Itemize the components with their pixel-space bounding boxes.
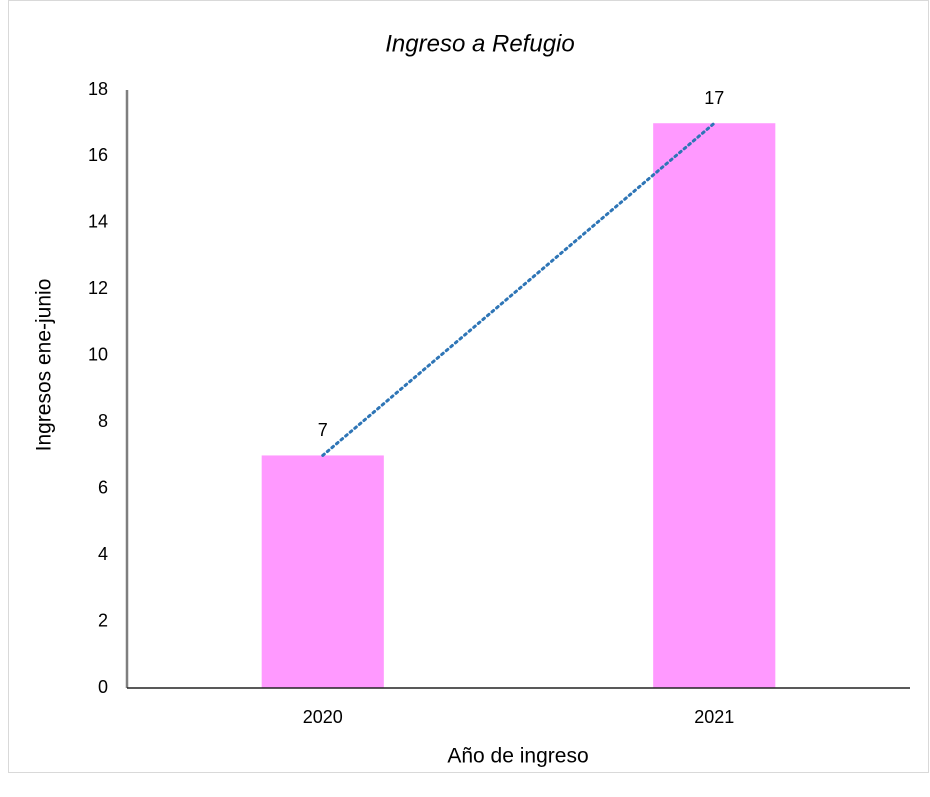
y-tick-label: 12: [88, 278, 108, 298]
chart-title: Ingreso a Refugio: [385, 30, 574, 57]
chart-frame: [8, 0, 929, 773]
y-axis-label: Ingresos ene-junio: [33, 279, 56, 452]
trendline: [321, 121, 716, 457]
y-tick-label: 4: [98, 544, 108, 564]
y-tick-label: 14: [88, 212, 108, 232]
y-tick-label: 8: [98, 411, 108, 431]
y-tick-label: 18: [88, 79, 108, 99]
bar: [653, 123, 776, 688]
x-axis-label: Año de ingreso: [447, 745, 588, 768]
y-tick-label: 6: [98, 477, 108, 497]
data-label: 7: [318, 420, 328, 440]
y-tick-label: 16: [88, 145, 108, 165]
y-tick-label: 10: [88, 345, 108, 365]
bar: [261, 455, 384, 688]
y-tick-label: 2: [98, 610, 108, 630]
data-label: 17: [704, 88, 724, 108]
x-tick-label: 2021: [694, 707, 734, 727]
y-tick-label: 0: [98, 677, 108, 697]
x-tick-label: 2020: [303, 707, 343, 727]
